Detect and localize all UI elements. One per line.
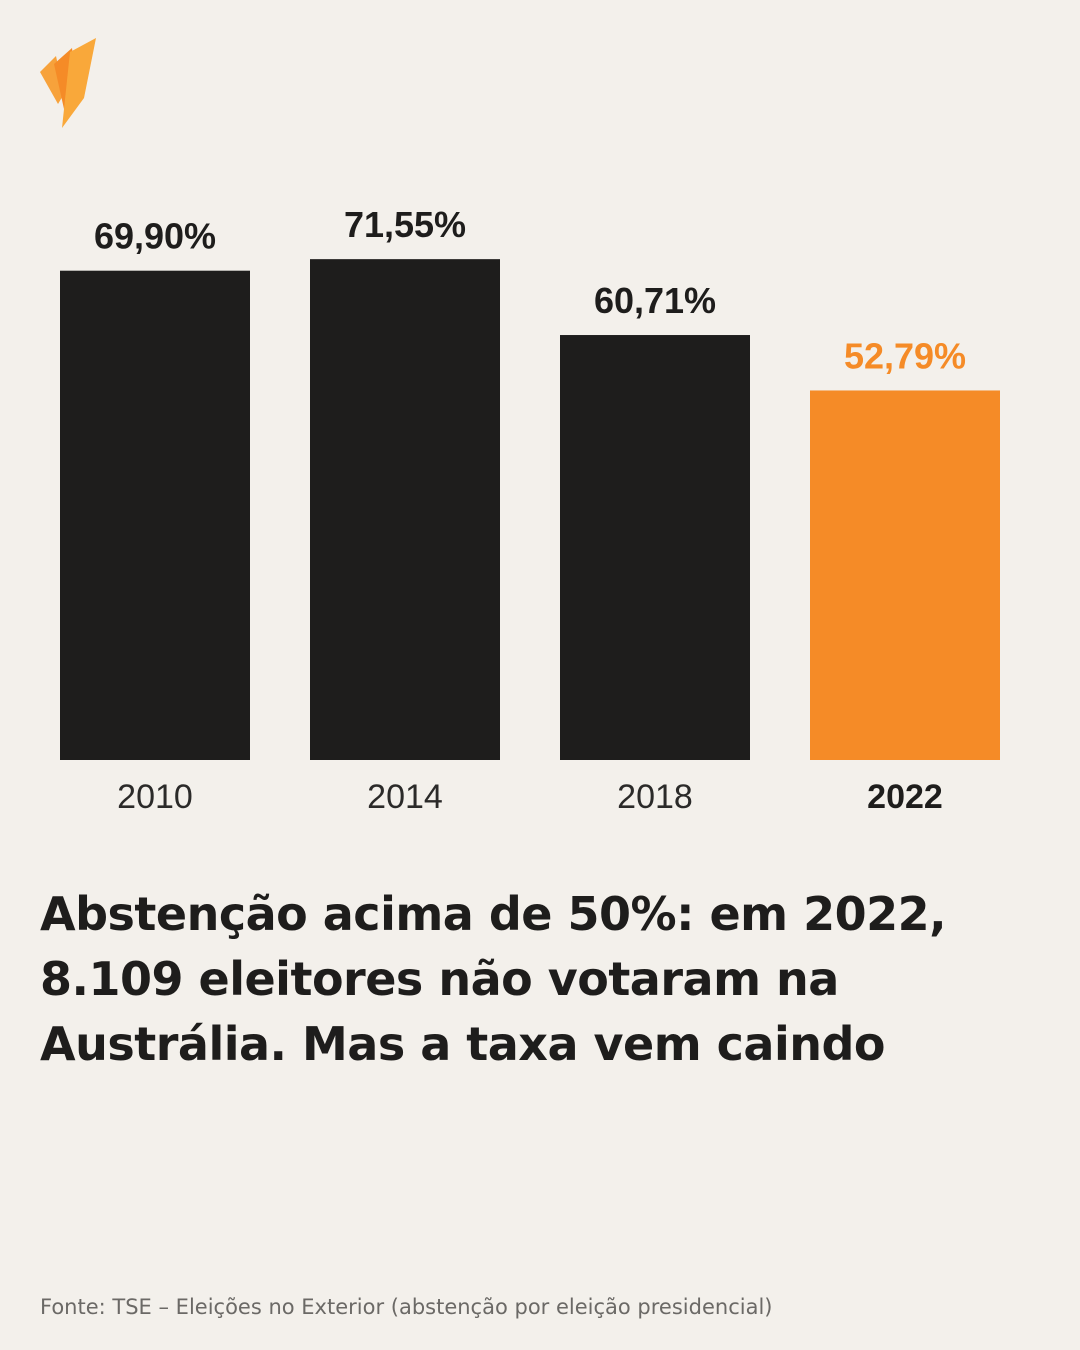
value-label-2022: 52,79% [844,335,966,376]
headline: Abstenção acima de 50%: em 2022, 8.109 e… [40,882,1040,1077]
value-label-2018: 60,71% [594,280,716,321]
bar-2010 [60,270,250,760]
source-note: Fonte: TSE – Eleições no Exterior (abste… [40,1295,773,1319]
x-tick-label-2022: 2022 [867,778,943,816]
headline-line-2: 8.109 eleitores não votaram na [40,952,839,1006]
bar-2022 [810,390,1000,760]
x-tick-label-2014: 2014 [367,778,443,816]
headline-line-3: Austrália. Mas a taxa vem caindo [40,1017,886,1071]
x-tick-label-2010: 2010 [117,778,193,816]
bar-chart: 69,90% 2010 71,55% 2014 60,71% 2018 52,79% 2022 [60,204,1000,816]
sbs-logo-icon [40,38,96,128]
x-tick-label-2018: 2018 [617,778,693,816]
value-label-2014: 71,55% [344,204,466,245]
value-label-2010: 69,90% [94,216,216,257]
bar-2014 [310,259,500,760]
headline-line-1: Abstenção acima de 50%: em 2022, [40,887,947,941]
bar-2018 [560,335,750,760]
